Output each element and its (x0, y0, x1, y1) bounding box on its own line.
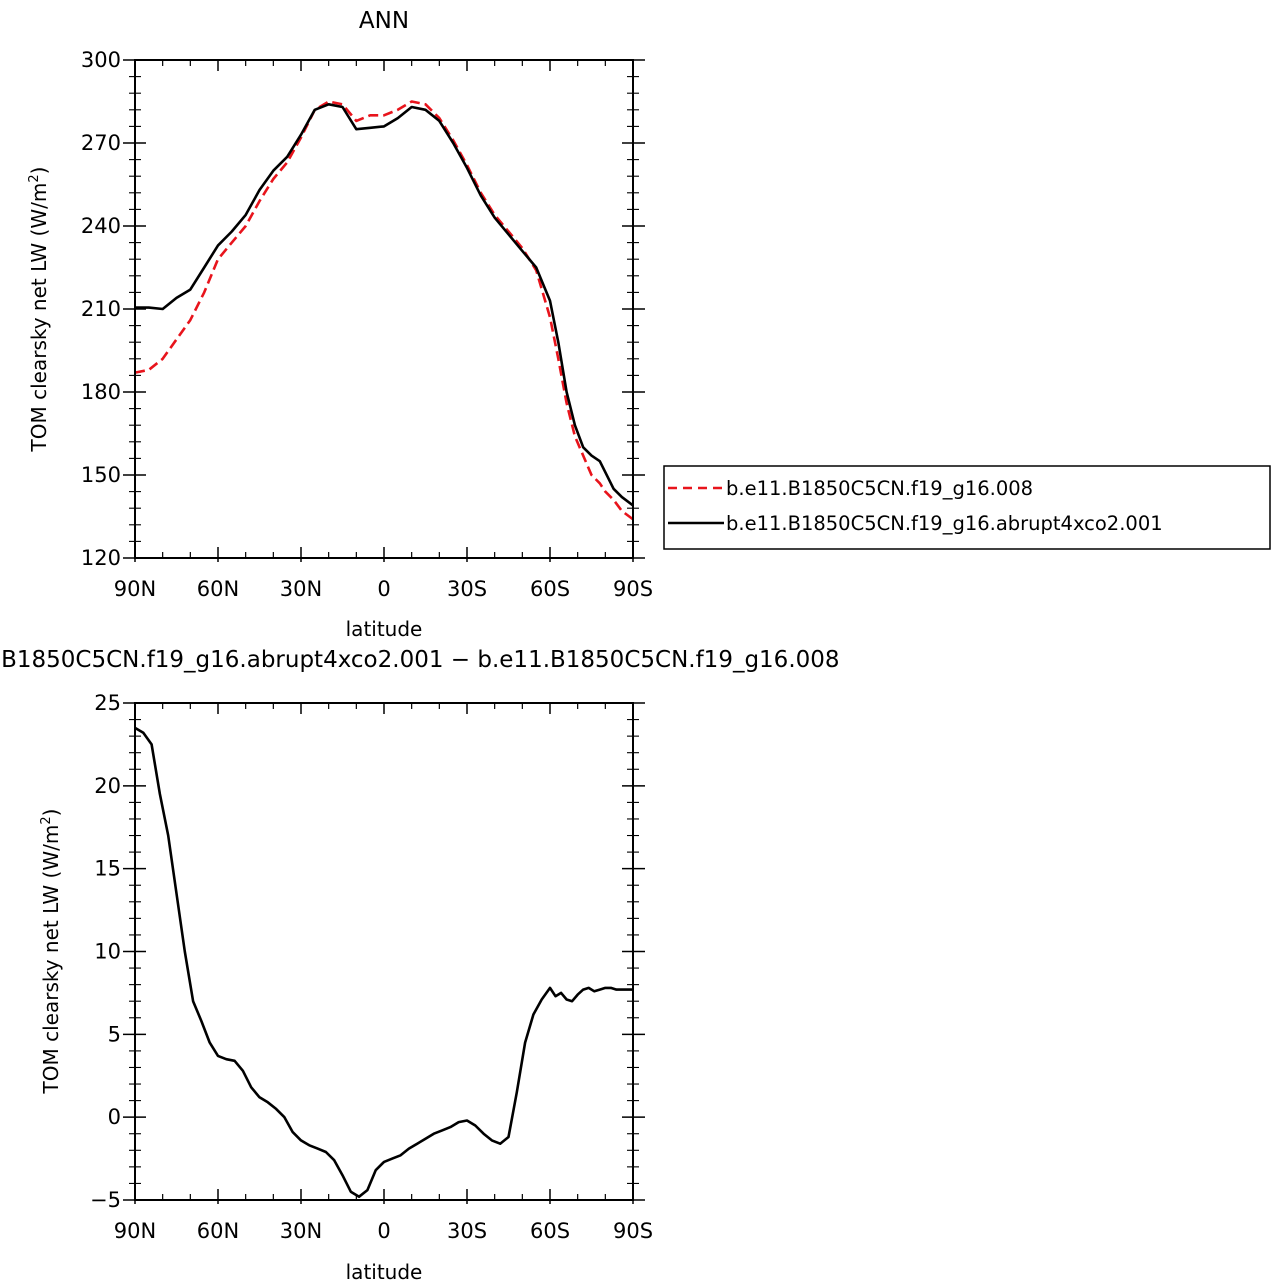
bottom-panel-ytick-label: 5 (108, 1022, 121, 1046)
top-panel: ANN 90N 60N 30N 0 30S 60S 90S 120 150 180 210 240 27… (27, 8, 653, 641)
top-panel-frame (134, 59, 634, 559)
bottom-panel-ylabel-main: TOM clearsky net LW (W/m (39, 825, 63, 1095)
top-panel-xlabel: latitude (346, 617, 423, 641)
top-panel-ylabel-sup: 2 (27, 174, 42, 182)
bottom-panel-xtick-label: 90S (613, 1219, 653, 1243)
bottom-panel-ylabel-end: ) (39, 809, 63, 817)
top-panel-tick-labels: 90N 60N 30N 0 30S 60S 90S 120 150 180 210 240 270 300 (81, 48, 653, 601)
bottom-panel-ylabel-sup: 2 (39, 816, 54, 824)
bottom-panel: b.e11.B1850C5CN.f19_g16.abrupt4xco2.001 … (0, 647, 840, 1284)
bottom-panel-series (134, 726, 633, 1198)
top-panel-xtick-label: 90S (613, 577, 653, 601)
bottom-panel-frame (134, 702, 634, 1201)
top-panel-ytick-label: 210 (81, 297, 121, 321)
legend: b.e11.B1850C5CN.f19_g16.008 b.e11.B1850C… (663, 465, 1271, 550)
bottom-panel-ylabel: TOM clearsky net LW (W/m2) (39, 809, 63, 1095)
top-panel-ytick-label: 120 (81, 546, 121, 570)
bottom-panel-xtick-label: 0 (377, 1219, 390, 1243)
top-panel-series (134, 100, 634, 521)
bottom-panel-ytick-label: −5 (90, 1188, 121, 1212)
bottom-panel-ytick-label: 25 (94, 691, 121, 715)
top-panel-ticks (123, 59, 645, 562)
top-panel-ylabel-end: ) (27, 167, 51, 175)
bottom-panel-series-line-0 (134, 726, 633, 1198)
bottom-panel-xtick-label: 30S (447, 1219, 487, 1243)
top-panel-ytick-label: 180 (81, 380, 121, 404)
top-panel-ylabel: TOM clearsky net LW (W/m2) (27, 167, 51, 453)
top-panel-xtick-label: 30S (447, 577, 487, 601)
bottom-panel-title: b.e11.B1850C5CN.f19_g16.abrupt4xco2.001 … (0, 647, 840, 673)
top-panel-ytick-label: 150 (81, 463, 121, 487)
bottom-panel-xtick-label: 60N (197, 1219, 239, 1243)
top-panel-xtick-label: 0 (377, 577, 390, 601)
bottom-panel-xtick-label: 60S (530, 1219, 570, 1243)
top-panel-xtick-label: 60N (197, 577, 239, 601)
bottom-panel-xlabel: latitude (346, 1260, 423, 1284)
top-panel-ylabel-main: TOM clearsky net LW (W/m (27, 183, 51, 453)
top-panel-series-line-0 (134, 100, 634, 521)
legend-label-control: b.e11.B1850C5CN.f19_g16.008 (726, 477, 1033, 500)
top-panel-ytick-label: 240 (81, 214, 121, 238)
top-panel-xtick-label: 90N (114, 577, 156, 601)
bottom-panel-ytick-label: 10 (94, 940, 121, 964)
bottom-panel-ytick-label: 15 (94, 857, 121, 881)
bottom-panel-ytick-label: 0 (108, 1105, 121, 1129)
top-panel-xtick-label: 30N (280, 577, 322, 601)
bottom-panel-ytick-label: 20 (94, 774, 121, 798)
bottom-panel-ticks (123, 702, 645, 1204)
top-panel-ytick-label: 270 (81, 131, 121, 155)
bottom-panel-tick-labels: 90N 60N 30N 0 30S 60S 90S −5 0 5 10 15 20 25 (90, 691, 653, 1243)
legend-label-experiment: b.e11.B1850C5CN.f19_g16.abrupt4xco2.001 (726, 512, 1163, 535)
top-panel-ytick-label: 300 (81, 48, 121, 72)
top-panel-series-line-1 (135, 103, 634, 507)
legend-box (663, 465, 1271, 550)
bottom-panel-xtick-label: 90N (114, 1219, 156, 1243)
top-panel-title: ANN (359, 8, 409, 34)
bottom-panel-xtick-label: 30N (280, 1219, 322, 1243)
top-panel-xtick-label: 60S (530, 577, 570, 601)
